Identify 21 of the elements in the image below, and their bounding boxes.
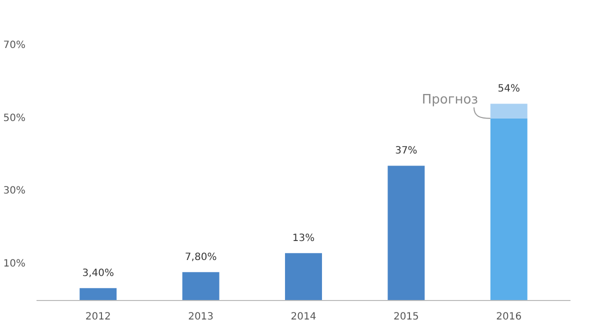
y-tick-label: 30%: [3, 186, 26, 197]
y-tick-label: 10%: [3, 258, 26, 270]
y-tick-label: 70%: [3, 40, 26, 51]
total-label: 7,80%: [184, 252, 217, 263]
x-tick-label: 2016: [496, 312, 522, 322]
total-label: 3,40%: [82, 268, 114, 280]
total-label: 37%: [395, 146, 418, 157]
x-tick-label: 2013: [188, 312, 214, 322]
total-label: 13%: [292, 233, 315, 244]
bar: [285, 253, 322, 300]
bar: [80, 288, 117, 300]
total-label: 54%: [498, 84, 520, 95]
bar: [388, 166, 425, 300]
y-tick-label: 50%: [3, 112, 26, 124]
annotation: Прогноз: [422, 92, 478, 108]
bar: [182, 272, 220, 300]
bar: [490, 118, 528, 300]
x-tick-label: 2012: [85, 312, 111, 322]
x-tick-label: 2015: [393, 312, 419, 322]
x-tick-label: 2014: [290, 312, 316, 322]
bar: [490, 104, 528, 118]
